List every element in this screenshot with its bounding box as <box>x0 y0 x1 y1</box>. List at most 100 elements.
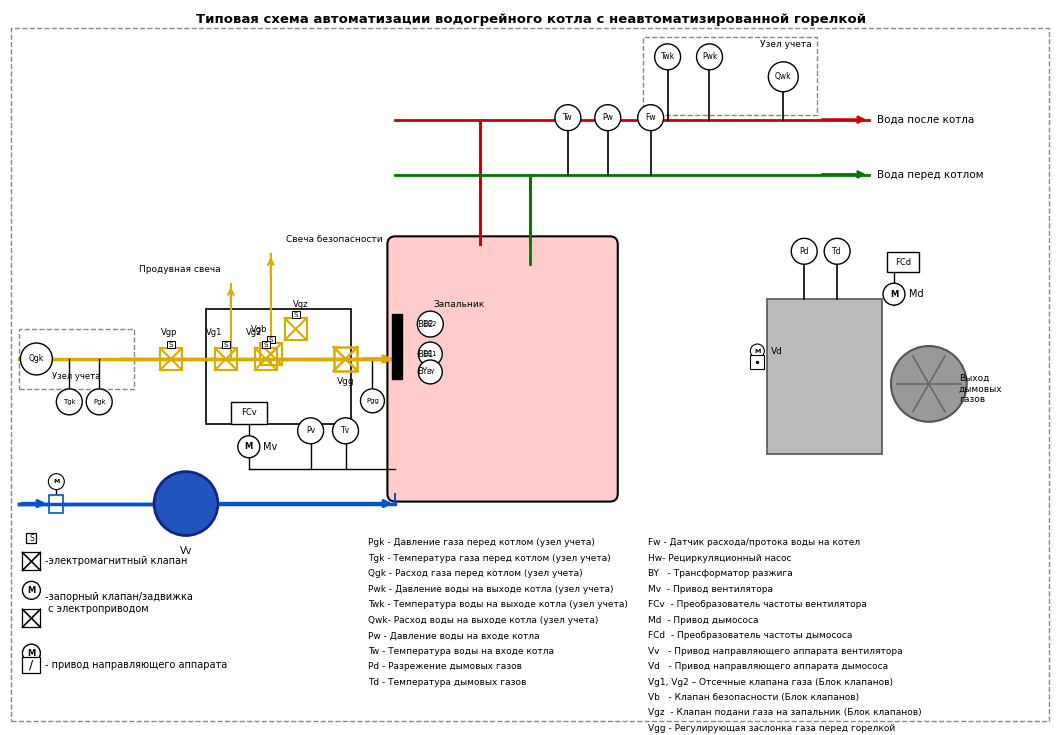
Circle shape <box>595 104 621 131</box>
Text: S: S <box>293 312 297 318</box>
Text: M: M <box>244 442 253 451</box>
Bar <box>222 341 229 348</box>
Circle shape <box>22 644 40 662</box>
Text: Tv: Tv <box>341 426 350 435</box>
Text: Mv  - Привод вентилятора: Mv - Привод вентилятора <box>648 585 773 594</box>
Circle shape <box>20 343 52 375</box>
Bar <box>215 348 237 370</box>
Text: Vgg - Регулирующая заслонка газа перед горелкой: Vgg - Регулирующая заслонка газа перед г… <box>648 724 895 733</box>
Circle shape <box>824 238 850 265</box>
Bar <box>643 37 817 115</box>
Text: Md  - Привод дымососа: Md - Привод дымососа <box>648 616 758 625</box>
Circle shape <box>238 436 260 458</box>
Text: M: M <box>28 649 35 658</box>
Text: Pd: Pd <box>800 247 809 256</box>
Circle shape <box>418 342 442 366</box>
Bar <box>160 348 182 370</box>
Text: Vg1: Vg1 <box>206 328 222 337</box>
Text: Pv: Pv <box>306 426 315 435</box>
Circle shape <box>751 344 765 358</box>
Bar <box>292 311 299 318</box>
Text: BY   - Трансформатор разжига: BY - Трансформатор разжига <box>648 570 792 578</box>
Text: Td - Температура дымовых газов: Td - Температура дымовых газов <box>369 678 527 686</box>
Text: FCd: FCd <box>895 258 911 267</box>
Circle shape <box>654 44 681 70</box>
Text: Twk: Twk <box>661 52 674 61</box>
Text: Fw - Датчик расхода/протока воды на котел: Fw - Датчик расхода/протока воды на коте… <box>648 539 860 548</box>
Text: Вода после котла: Вода после котла <box>877 115 974 125</box>
Text: S: S <box>269 337 273 343</box>
Circle shape <box>418 360 442 384</box>
Bar <box>49 495 64 512</box>
Text: Pd - Разрежение дымовых газов: Pd - Разрежение дымовых газов <box>369 662 523 671</box>
Bar <box>751 355 765 369</box>
Text: Tgk - Температура газа перед котлом (узел учета): Tgk - Температура газа перед котлом (узе… <box>369 554 612 563</box>
Text: M: M <box>890 290 898 298</box>
Text: BE1: BE1 <box>424 351 438 357</box>
Text: Vgp: Vgp <box>160 328 177 337</box>
Circle shape <box>697 44 722 70</box>
Text: BY: BY <box>426 369 434 375</box>
Text: M: M <box>754 348 760 354</box>
Circle shape <box>56 389 82 415</box>
Text: Twk - Температура воды на выходе котла (узел учета): Twk - Температура воды на выходе котла (… <box>369 600 629 609</box>
Text: Tw - Температура воды на входе котла: Tw - Температура воды на входе котла <box>369 647 554 656</box>
Bar <box>887 252 919 272</box>
Circle shape <box>417 311 443 337</box>
Text: Pgk - Давление газа перед котлом (узел учета): Pgk - Давление газа перед котлом (узел у… <box>369 539 596 548</box>
Text: M: M <box>28 586 35 595</box>
Text: -электромагнитный клапан: -электромагнитный клапан <box>46 556 188 567</box>
Text: BY: BY <box>417 368 428 376</box>
Text: S: S <box>263 342 268 348</box>
FancyBboxPatch shape <box>388 237 618 501</box>
Circle shape <box>768 62 799 92</box>
Text: Vgg: Vgg <box>337 377 355 386</box>
Circle shape <box>22 581 40 599</box>
Circle shape <box>86 389 113 415</box>
Circle shape <box>555 104 581 131</box>
Circle shape <box>332 417 359 444</box>
Text: Свеча безопасности: Свеча безопасности <box>286 235 382 244</box>
Text: Pw: Pw <box>602 113 613 122</box>
Text: Продувная свеча: Продувная свеча <box>139 265 221 274</box>
Bar <box>22 609 40 627</box>
Text: Pwk - Давление воды на выходе котла (узел учета): Pwk - Давление воды на выходе котла (узе… <box>369 585 614 594</box>
Text: FCd  - Преобразователь частоты дымососа: FCd - Преобразователь частоты дымососа <box>648 631 852 640</box>
Text: Вода перед котлом: Вода перед котлом <box>877 170 983 179</box>
Text: Fw: Fw <box>646 113 656 122</box>
Bar <box>285 318 307 340</box>
Bar <box>333 347 358 371</box>
Text: Tw: Tw <box>563 113 572 122</box>
Text: Vgz: Vgz <box>293 300 308 309</box>
Circle shape <box>891 346 966 422</box>
Circle shape <box>297 417 324 444</box>
Bar <box>19 329 134 389</box>
Bar <box>22 657 40 673</box>
Text: Vgz  - Клапан подани газа на запальник (Блок клапанов): Vgz - Клапан подани газа на запальник (Б… <box>648 709 922 717</box>
Bar <box>260 343 281 365</box>
Circle shape <box>791 238 817 265</box>
Text: Vgb: Vgb <box>251 325 267 334</box>
Bar <box>267 336 275 343</box>
Text: Vd   - Привод направляющего аппарата дымососа: Vd - Привод направляющего аппарата дымос… <box>648 662 888 671</box>
Text: FCv  - Преобразователь частоты вентилятора: FCv - Преобразователь частоты вентилятор… <box>648 600 867 609</box>
Text: Pgk: Pgk <box>92 399 105 405</box>
Text: Qgk: Qgk <box>29 354 44 364</box>
Text: BE2: BE2 <box>417 320 433 329</box>
Text: - привод направляющего аппарата: - привод направляющего аппарата <box>46 660 227 670</box>
Circle shape <box>154 472 218 536</box>
Text: S: S <box>169 342 173 348</box>
Text: Qwk- Расход воды на выходе котла (узел учета): Qwk- Расход воды на выходе котла (узел у… <box>369 616 599 625</box>
Text: Vv   - Привод направляющего аппарата вентилятора: Vv - Привод направляющего аппарата венти… <box>648 647 903 656</box>
Text: FCv: FCv <box>241 409 257 417</box>
Text: -запорный клапан/задвижка
 с электроприводом: -запорный клапан/задвижка с электроприво… <box>46 592 193 614</box>
Bar <box>27 534 36 543</box>
Text: BE2: BE2 <box>424 321 438 327</box>
Text: Td: Td <box>833 247 842 256</box>
Text: Pgg: Pgg <box>366 398 379 404</box>
Bar <box>261 341 270 348</box>
Text: Vg1, Vg2 – Отсечные клапана газа (Блок клапанов): Vg1, Vg2 – Отсечные клапана газа (Блок к… <box>648 678 893 686</box>
Text: Vv: Vv <box>179 546 192 556</box>
Circle shape <box>360 389 384 413</box>
Circle shape <box>49 473 65 490</box>
